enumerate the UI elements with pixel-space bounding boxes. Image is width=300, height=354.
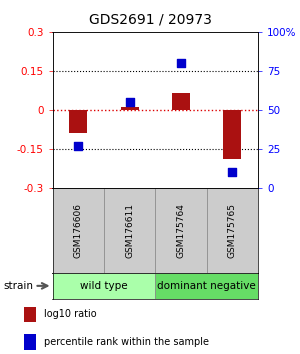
Point	[76, 143, 81, 148]
Point	[127, 99, 132, 105]
Bar	[104, 188, 155, 273]
Bar	[172, 93, 190, 110]
Bar	[52, 188, 104, 273]
Text: GDS2691 / 20973: GDS2691 / 20973	[88, 12, 212, 27]
Text: GSM176606: GSM176606	[74, 202, 83, 258]
Bar	[207, 188, 258, 273]
Text: GSM175765: GSM175765	[228, 202, 237, 258]
Point	[230, 169, 235, 175]
Text: GSM175764: GSM175764	[176, 202, 185, 258]
Text: log10 ratio: log10 ratio	[44, 309, 96, 320]
Bar	[24, 307, 36, 322]
Bar	[155, 188, 207, 273]
Bar	[69, 110, 87, 133]
Bar	[52, 273, 155, 299]
Text: dominant negative: dominant negative	[157, 281, 256, 291]
Point	[178, 60, 183, 66]
Bar	[24, 334, 36, 350]
Bar	[155, 273, 258, 299]
Text: percentile rank within the sample: percentile rank within the sample	[44, 337, 208, 347]
Text: strain: strain	[3, 281, 33, 291]
Text: wild type: wild type	[80, 281, 128, 291]
Text: GSM176611: GSM176611	[125, 202, 134, 258]
Bar	[223, 110, 241, 159]
Bar	[121, 107, 139, 110]
